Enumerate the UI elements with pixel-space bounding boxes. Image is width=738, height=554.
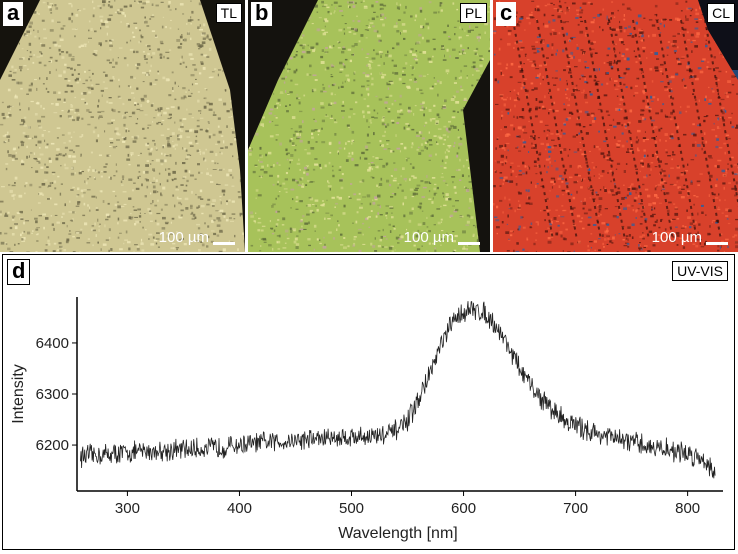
scale-bar [706,242,728,245]
x-tick-label: 300 [115,500,140,517]
tl-label: TL [216,3,242,23]
x-tick-label: 500 [339,500,364,517]
micrograph-image-tl [0,0,245,252]
x-tick-label: 800 [675,500,700,517]
x-tick-label: 400 [227,500,252,517]
spectrum-chart: 300 400 500 600 700 800 6200 6300 6400 Wavelength… [3,255,734,549]
scale-bar [458,242,480,245]
y-axis-label: Intensity [10,364,27,424]
x-tick-label: 600 [451,500,476,517]
micrograph-image-pl [248,0,490,252]
panel-letter-d: d [7,259,30,285]
panel-letter-c: c [496,2,516,26]
micrograph-panel-c: c CL 100 µm [493,0,738,252]
y-tick-label: 6300 [36,386,69,403]
micrograph-panel-a: a TL 100 µm [0,0,245,252]
pl-label: PL [460,3,487,23]
chart-axes: 300 400 500 600 700 800 6200 6300 6400 Wavelength… [10,297,723,542]
micrograph-image-cl [493,0,738,252]
scale-bar [213,242,235,245]
y-tick-label: 6200 [36,437,69,454]
spectrum-series-line [80,301,715,478]
uv-vis-label: UV-VIS [672,261,728,281]
spectrum-panel: 300 400 500 600 700 800 6200 6300 6400 Wavelength… [2,254,735,550]
scale-label: 100 µm [159,229,209,246]
scale-label: 100 µm [652,229,702,246]
panel-letter-a: a [3,2,23,26]
x-axis-label: Wavelength [nm] [338,525,457,542]
scale-label: 100 µm [404,229,454,246]
y-tick-label: 6400 [36,335,69,352]
cl-label: CL [707,3,735,23]
x-tick-label: 700 [563,500,588,517]
panel-letter-b: b [251,2,272,26]
micrograph-panel-b: b PL 100 µm [248,0,490,252]
